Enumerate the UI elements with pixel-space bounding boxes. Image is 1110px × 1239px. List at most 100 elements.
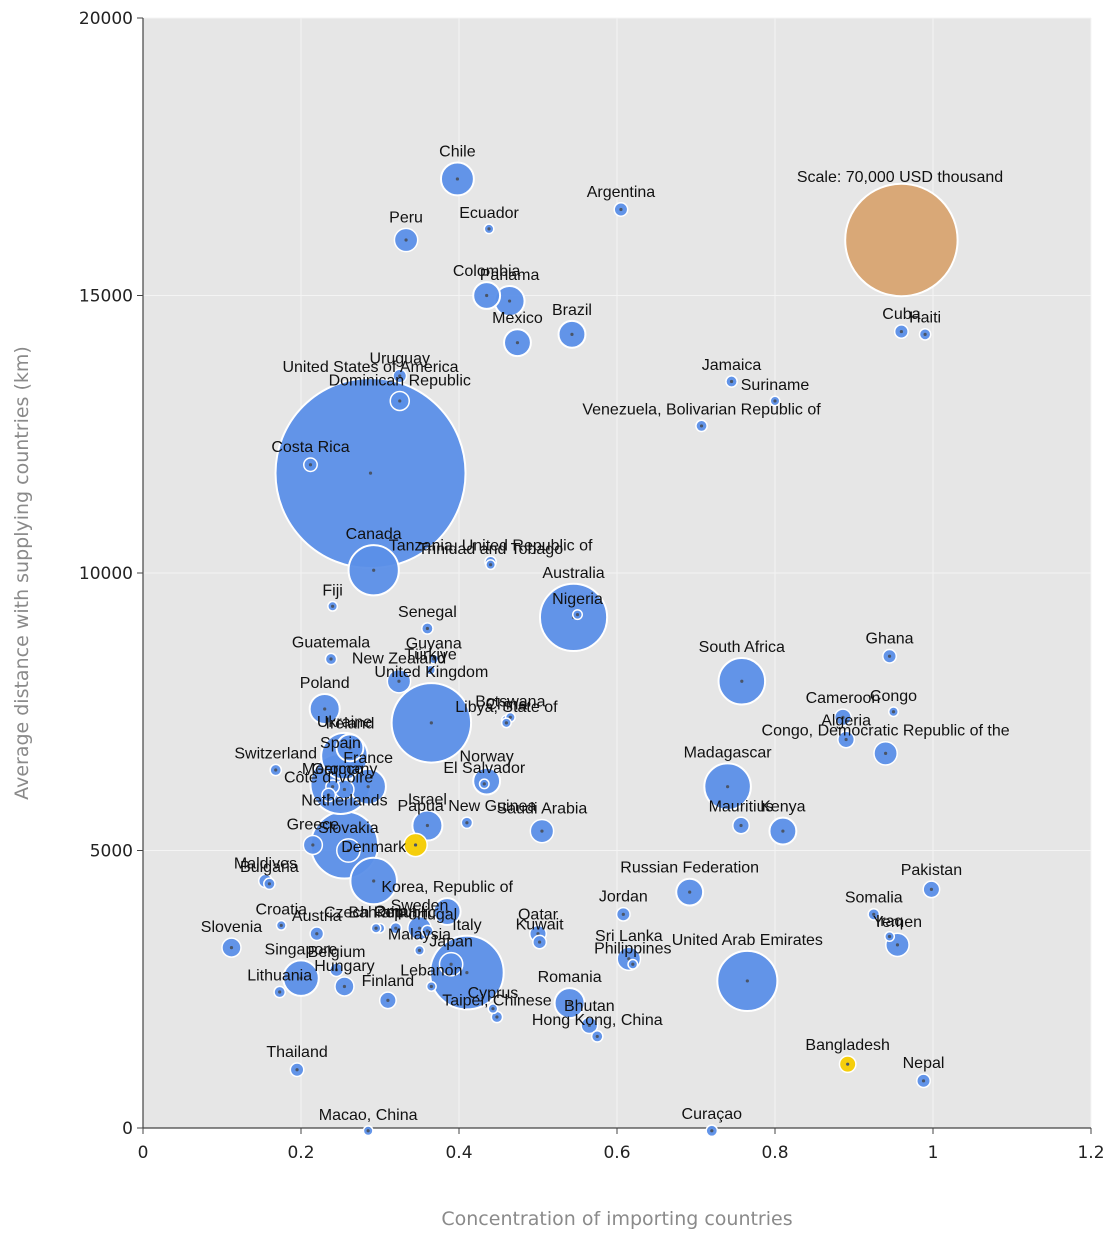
bubble-center-dot [872,912,876,916]
point-label: Greece [287,816,340,833]
x-tick-label: 0.4 [445,1143,472,1163]
point-label: Mauritius [709,798,774,815]
bubble-center-dot [404,238,408,242]
point-label: Maldives [234,855,297,872]
bubble-center-dot [366,785,370,789]
bubble-center-dot [372,879,376,883]
bubble-center-dot [449,962,453,966]
bubble-center-dot [342,984,347,989]
point-label: Slovakia [318,820,379,837]
bubble-center-dot [394,926,398,930]
point-label: Sri Lanka [595,928,663,945]
point-label: Israel [408,792,447,809]
bubble-center-dot [491,1007,495,1011]
bubble-center-dot [372,568,376,572]
point-label: Russian Federation [620,860,759,877]
point-label: United States of America [282,359,458,376]
bubble-center-dot [487,227,491,231]
x-tick-label: 0 [138,1143,149,1163]
point-label: Lithuania [247,967,312,984]
point-label: Austria [292,908,342,925]
bubbles [221,161,959,1138]
point-label: Lebanon [400,963,462,980]
point-label: Panama [480,267,540,284]
bubble-center-dot [455,177,460,181]
point-label: Kenya [760,799,805,816]
point-label: Singapore [265,941,338,958]
point-label: Bahrain [348,904,403,921]
point-label: Algeria [821,712,871,729]
bubble-center-dot [745,979,749,983]
point-label: Saudi Arabia [497,800,588,817]
bubble-center-dot [710,1129,714,1133]
bubble-center-dot [846,1062,850,1066]
bubble-center-dot [515,341,520,345]
point-label: Trinidad and Tobago [418,541,563,558]
bubble-center-dot [536,932,540,936]
point-label: Uruguay [370,350,430,367]
bubble-center-dot [267,882,271,886]
bubble-center-dot [465,971,469,975]
point-label: Italy [452,917,481,934]
point-label: Suriname [741,377,810,394]
bubble-center-dot [366,1129,370,1133]
bubble-center-dot [398,399,402,403]
point-label: Fiji [322,583,342,600]
bubble-center-dot [229,946,234,950]
bubble-center-dot [413,843,418,847]
point-label: Pakistan [901,862,962,879]
bubble-center-dot [921,1079,926,1083]
point-label: Taipei, Chinese [442,992,552,1009]
bubble-center-dot [374,926,378,930]
bubble-center-dot [887,934,892,939]
point-label: Türkiye [404,646,457,663]
y-tick-label: 20000 [79,9,133,29]
point-label: Jordan [599,889,648,906]
bubble-center-dot [929,887,934,891]
point-label: Oman [374,904,418,921]
y-tick-label: 0 [122,1119,133,1139]
bubble-center-dot [495,1015,499,1019]
point-label: Qatar [518,907,559,924]
bubble-center-dot [348,746,352,750]
bubble-center-dot [891,710,896,714]
point-label: Bhutan [564,998,615,1015]
point-label: Croatia [255,902,307,919]
bubble-center-dot [595,1034,599,1039]
point-label: Dominican Republic [329,372,471,389]
point-label: Macao, China [319,1107,418,1124]
bubble-center-dot [781,829,785,833]
point-label: Colombia [453,263,521,280]
y-axis-title: Average distance with supplying countrie… [11,346,33,800]
bubble-center-dot [274,768,278,772]
point-label: Libya, State of [455,699,558,716]
point-label: Venezuela, Bolivarian Republic of [582,401,821,418]
bubble-center-dot [331,604,335,608]
bubble-center-dot [425,929,429,933]
point-label: Philippines [594,941,671,958]
bubble-center-dot [432,657,436,661]
bubble-center-dot [417,926,422,930]
grid-lines [143,17,1092,1128]
point-label: Malaysia [388,927,451,944]
bubble-center-dot [329,657,333,661]
bubble-center-dot [740,679,744,683]
bubble-center-dot [429,984,433,989]
bubble-center-dot [482,782,486,786]
bubble-center-dot [311,843,315,847]
point-label: Guatemala [292,634,370,651]
point-label: Finland [362,973,414,990]
point-label: Costa Rica [271,439,349,456]
bubble-center-dot [278,990,282,994]
bubble-center-dot [342,787,347,792]
bubble-center-dot [334,968,339,972]
point-label: Chile [439,143,476,160]
x-tick-label: 0.2 [287,1143,314,1163]
point-label: Switzerland [234,745,317,762]
bubble-center-dot [504,721,508,725]
bubble-center-dot [507,299,512,303]
y-tick-label: 5000 [90,842,133,862]
x-tick-label: 1 [928,1143,939,1163]
bubble-center-dot [425,823,429,828]
bubble-center-dot [445,909,449,914]
